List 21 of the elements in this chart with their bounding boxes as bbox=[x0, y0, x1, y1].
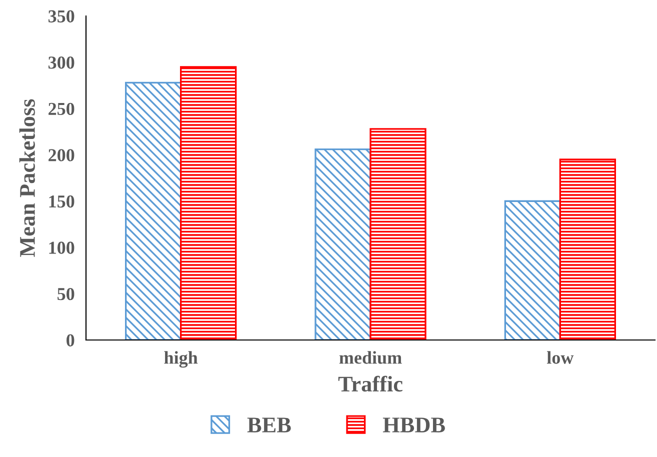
legend-label: BEB bbox=[247, 418, 291, 432]
bar bbox=[180, 66, 237, 340]
y-tick-label: 50 bbox=[58, 288, 74, 300]
legend-label: HBDB bbox=[382, 418, 445, 432]
x-axis-title: Traffic bbox=[338, 376, 402, 392]
bar bbox=[124, 82, 182, 340]
bar bbox=[559, 158, 616, 340]
y-tick-label: 250 bbox=[48, 102, 74, 116]
y-tick-label: 200 bbox=[48, 149, 74, 162]
y-tick-label: 300 bbox=[48, 56, 74, 69]
bar bbox=[370, 128, 426, 340]
bar bbox=[314, 148, 372, 340]
y-axis-title: Mean Packetloss bbox=[19, 99, 35, 257]
y-tick-label: 350 bbox=[48, 10, 74, 22]
x-tick-label: low bbox=[546, 351, 574, 364]
y-tick-label: 150 bbox=[49, 195, 74, 208]
bar bbox=[504, 200, 561, 340]
y-tick-label: 100 bbox=[49, 242, 74, 254]
x-tick-label: high bbox=[164, 351, 198, 368]
y-tick-label: 0 bbox=[66, 334, 74, 346]
x-tick-label: medium bbox=[339, 351, 402, 364]
